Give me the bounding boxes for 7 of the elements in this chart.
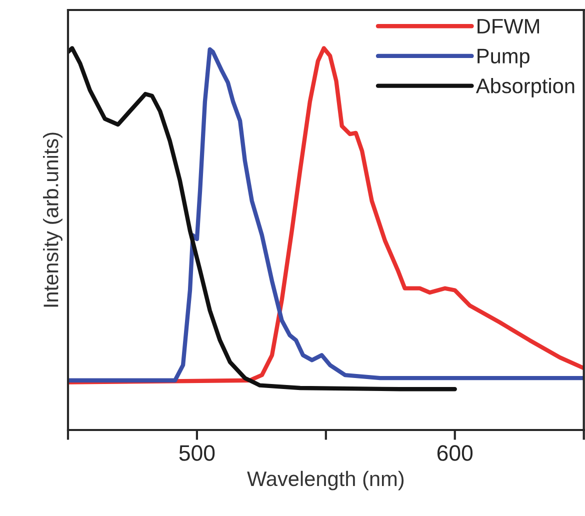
- x-tick-label: 500: [179, 445, 215, 461]
- legend-label: Absorption: [476, 78, 574, 98]
- x-axis-title: Wavelength (nm): [247, 470, 404, 490]
- y-axis-title: Intensity (arb.units): [43, 132, 62, 307]
- x-tick-label: 600: [437, 445, 473, 461]
- legend-label: DFWM: [478, 19, 539, 34]
- legend-label: Pump: [478, 48, 530, 68]
